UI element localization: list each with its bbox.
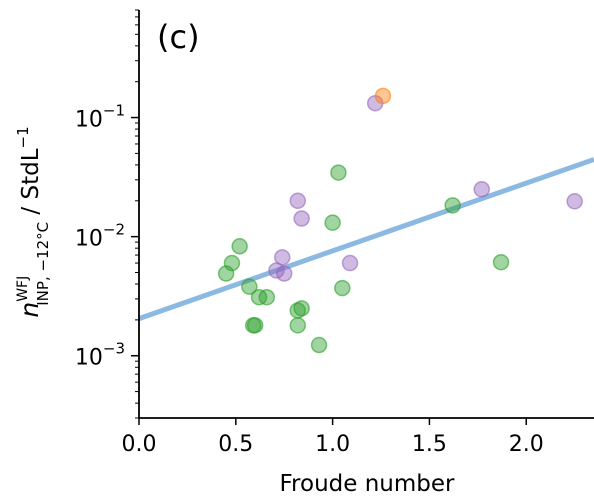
- data-point: [289, 317, 307, 334]
- data-point: [334, 279, 351, 297]
- data-point: [274, 249, 291, 266]
- y-label-base: n: [15, 302, 44, 318]
- y-label-subscript: INP, −12°C: [34, 222, 52, 306]
- data-point: [330, 164, 347, 181]
- y-label-unit: / StdL: [18, 148, 44, 222]
- data-point: [310, 336, 328, 354]
- data-point: [566, 193, 583, 210]
- y-label-unit-exponent: −1: [14, 126, 32, 148]
- data-point: [444, 197, 461, 214]
- y-tick-base: 10: [75, 108, 103, 133]
- y-ticks: 10−310−210−1: [75, 9, 139, 419]
- points-layer: [217, 87, 583, 354]
- y-tick-exponent: −1: [103, 102, 125, 120]
- fit-line: [138, 157, 594, 321]
- y-tick-exponent: −3: [103, 340, 125, 358]
- y-tick-label: 10−2: [75, 221, 125, 252]
- data-point: [374, 87, 392, 105]
- y-axis-label: nWFJ INP, −12°C / StdL−1: [14, 126, 52, 317]
- x-tick-label: 2.0: [509, 432, 544, 457]
- y-tick-base: 10: [75, 227, 103, 252]
- data-point: [241, 278, 258, 295]
- fit-line-layer: [138, 157, 594, 321]
- data-point: [223, 254, 241, 272]
- x-tick-label: 1.5: [412, 432, 447, 457]
- data-point: [289, 192, 307, 210]
- data-point: [473, 180, 490, 198]
- panel-label: (c): [157, 18, 200, 56]
- x-tick-label: 0.5: [218, 432, 253, 457]
- y-tick-label: 10−3: [75, 340, 125, 371]
- data-point: [246, 317, 264, 334]
- y-label-superscript: WFJ: [15, 276, 31, 302]
- y-tick-base: 10: [75, 346, 103, 371]
- y-tick-exponent: −2: [103, 221, 125, 239]
- data-point: [341, 254, 359, 272]
- x-axis-label: Froude number: [280, 471, 456, 497]
- data-point: [492, 253, 510, 271]
- data-point: [324, 214, 341, 231]
- data-point: [293, 300, 310, 317]
- data-point: [293, 210, 310, 227]
- x-ticks: 0.0 0.5 1.0 1.5 2.0: [122, 418, 544, 457]
- x-tick-label: 0.0: [122, 432, 157, 457]
- y-tick-label: 10−1: [75, 102, 125, 133]
- x-tick-label: 1.0: [315, 432, 350, 457]
- axes: [138, 10, 594, 419]
- data-point: [231, 238, 248, 255]
- data-point: [258, 288, 276, 306]
- data-point: [275, 265, 293, 282]
